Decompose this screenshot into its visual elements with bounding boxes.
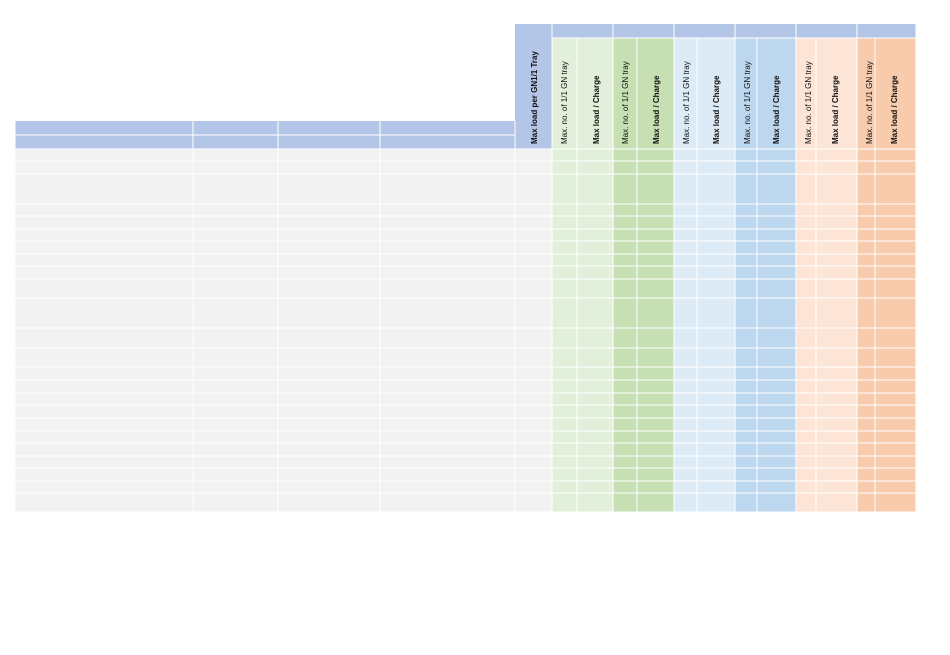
- left-body-area: [15, 149, 552, 512]
- group-6-column: [857, 38, 916, 512]
- group-4-top-band: [735, 24, 796, 38]
- group-5-load-label: Max load / Charge: [831, 75, 840, 144]
- group-1-top-band: [552, 24, 613, 38]
- group-5-column: [796, 38, 857, 512]
- gridlines: [14, 24, 917, 513]
- group-1-load-label: Max load / Charge: [592, 75, 601, 144]
- header-labels: Max load per GN1/1 Tray Max. no. of 1/1 …: [530, 51, 899, 144]
- group-5-top-band: [796, 24, 857, 38]
- group-3-column: [674, 38, 735, 512]
- left-header-band-2: [15, 135, 515, 149]
- group-5-tray-label: Max. no. of 1/1 GN tray: [804, 61, 813, 144]
- group-4-tray-label: Max. no. of 1/1 GN tray: [743, 61, 752, 144]
- group-3-tray-label: Max. no. of 1/1 GN tray: [682, 61, 691, 144]
- group-2-column: [613, 38, 674, 512]
- group-2-tray-label: Max. no. of 1/1 GN tray: [621, 61, 630, 144]
- cell-fills: [15, 24, 916, 512]
- group-2-top-band: [613, 24, 674, 38]
- group-6-load-label: Max load / Charge: [890, 75, 899, 144]
- group-3-top-band: [674, 24, 735, 38]
- group-6-tray-label: Max. no. of 1/1 GN tray: [865, 61, 874, 144]
- max-load-per-tray-header: Max load per GN1/1 Tray: [530, 51, 539, 144]
- max-load-header-cell: [515, 24, 552, 149]
- group-6-top-band: [857, 24, 916, 38]
- group-1-column: [552, 38, 613, 512]
- group-4-column: [735, 38, 796, 512]
- left-header-band-1: [15, 121, 515, 135]
- group-4-load-label: Max load / Charge: [772, 75, 781, 144]
- group-2-load-label: Max load / Charge: [652, 75, 661, 144]
- group-3-load-label: Max load / Charge: [712, 75, 721, 144]
- group-1-tray-label: Max. no. of 1/1 GN tray: [560, 61, 569, 144]
